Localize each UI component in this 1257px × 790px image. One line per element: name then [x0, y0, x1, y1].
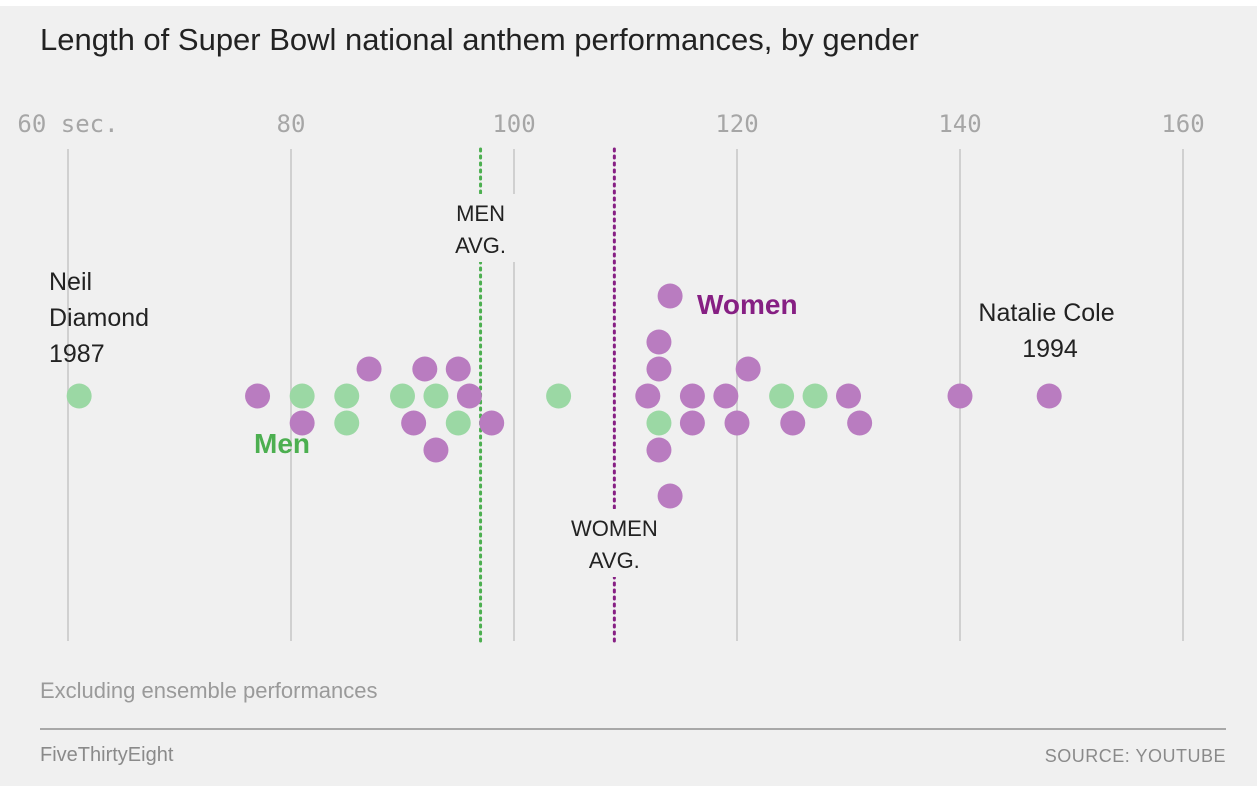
data-point-women — [289, 410, 315, 436]
annotation-natalie-cole: Natalie Cole 1994 — [978, 299, 1121, 363]
data-point-women — [646, 437, 672, 463]
data-point-women — [401, 410, 427, 436]
x-tick-label: 100 — [492, 110, 535, 138]
data-point-women — [1036, 383, 1062, 409]
data-point-women — [780, 410, 806, 436]
data-point-men — [390, 383, 415, 409]
legend-women: Women — [697, 289, 798, 320]
data-point-women — [412, 356, 438, 382]
data-point-women — [646, 356, 672, 382]
data-point-men — [289, 383, 315, 409]
data-point-men — [802, 383, 828, 409]
source-label: SOURCE: YOUTUBE — [1044, 746, 1226, 766]
data-point-men — [546, 383, 572, 409]
annotation-neil-diamond-line2: Diamond — [49, 304, 149, 332]
divider — [40, 728, 1226, 730]
x-tick-label: 120 — [715, 110, 758, 138]
annotation-natalie-cole-line1: Natalie Cole — [978, 299, 1114, 327]
data-point-men — [334, 410, 360, 436]
average-label-backdrop — [443, 194, 518, 262]
x-tick-label: 60 sec. — [17, 110, 118, 138]
x-tick-label: 160 — [1161, 110, 1204, 138]
chart-title: Length of Super Bowl national anthem per… — [40, 22, 919, 57]
brand-label: FiveThirtyEight — [40, 744, 174, 766]
data-point-men — [769, 383, 795, 409]
data-point-women — [836, 383, 861, 409]
average-label-women: WOMEN — [571, 516, 658, 541]
data-point-women — [646, 329, 672, 355]
data-point-men — [66, 383, 92, 409]
average-label-men: MEN — [456, 201, 505, 226]
x-tick-label: 140 — [938, 110, 981, 138]
data-point-women — [635, 383, 661, 409]
average-label-backdrop — [554, 509, 675, 577]
data-point-men — [423, 383, 449, 409]
data-points — [66, 283, 1062, 509]
x-tick-label: 80 — [277, 110, 306, 138]
chart-labels: Men Women Neil Diamond 1987 Natalie Cole… — [49, 268, 1121, 459]
data-point-women — [657, 283, 683, 309]
average-label-women: AVG. — [589, 548, 640, 573]
annotation-neil-diamond: Neil Diamond 1987 — [49, 268, 156, 368]
annotation-neil-diamond-line1: Neil — [49, 268, 92, 296]
data-point-women — [724, 410, 750, 436]
data-point-women — [423, 437, 449, 463]
data-point-women — [679, 383, 705, 409]
chart-plot: 60 sec. 80 100 120 140 160 MEN AVG. WOMEN AVG. M… — [17, 110, 1205, 643]
data-point-women — [679, 410, 705, 436]
data-point-women — [356, 356, 382, 382]
data-point-women — [713, 383, 739, 409]
data-point-women — [657, 483, 683, 509]
data-point-men — [646, 410, 672, 436]
data-point-women — [735, 356, 761, 382]
data-point-men — [445, 410, 471, 436]
data-point-women — [947, 383, 973, 409]
data-point-women — [445, 356, 471, 382]
annotation-neil-diamond-line3: 1987 — [49, 340, 105, 368]
data-point-women — [456, 383, 482, 409]
chart-card: Length of Super Bowl national anthem per… — [0, 6, 1257, 786]
data-point-women — [847, 410, 873, 436]
data-point-men — [334, 383, 360, 409]
data-point-women — [479, 410, 505, 436]
data-point-women — [245, 383, 271, 409]
footnote: Excluding ensemble performances — [40, 678, 378, 703]
legend-men: Men — [254, 428, 310, 459]
annotation-natalie-cole-line2: 1994 — [1022, 335, 1078, 363]
average-label-men: AVG. — [455, 233, 506, 258]
